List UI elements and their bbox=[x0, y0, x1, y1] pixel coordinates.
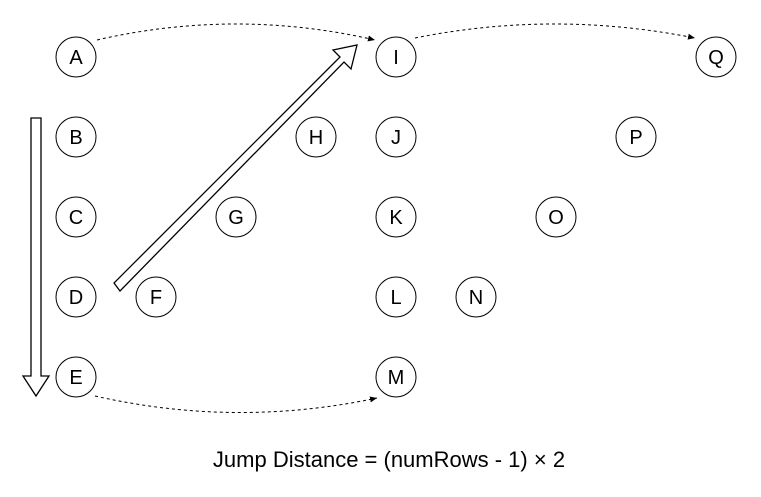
node-o: O bbox=[535, 196, 577, 238]
node-n: N bbox=[455, 276, 497, 318]
node-circle bbox=[375, 196, 417, 238]
node-label: P bbox=[629, 127, 642, 149]
node-l: L bbox=[375, 276, 417, 318]
node-label: M bbox=[388, 367, 405, 389]
node-label: K bbox=[389, 207, 403, 229]
node-label: N bbox=[469, 287, 483, 309]
node-c: C bbox=[55, 196, 97, 238]
node-circle bbox=[375, 356, 417, 398]
node-label: O bbox=[548, 207, 564, 229]
node-circle bbox=[375, 116, 417, 158]
node-circle bbox=[455, 276, 497, 318]
node-circle bbox=[215, 196, 257, 238]
node-label: L bbox=[390, 287, 401, 309]
node-label: B bbox=[69, 127, 82, 149]
node-circle bbox=[55, 36, 97, 78]
jump-arrow-a-to-i bbox=[96, 23, 376, 42]
node-circle bbox=[55, 116, 97, 158]
node-h: H bbox=[295, 116, 337, 158]
down-arrow-icon bbox=[21, 117, 51, 398]
jump-distance-formula: Jump Distance = (numRows - 1) × 2 bbox=[213, 447, 565, 472]
node-label: D bbox=[69, 287, 83, 309]
node-a: A bbox=[55, 36, 97, 78]
jump-arrow-i-to-q bbox=[414, 23, 696, 40]
node-label: H bbox=[309, 127, 323, 149]
nodes-layer: A B C D E F G H I J K L M N O P Q bbox=[55, 36, 737, 398]
node-d: D bbox=[55, 276, 97, 318]
node-i: I bbox=[375, 36, 417, 78]
node-f: F bbox=[135, 276, 177, 318]
node-label: G bbox=[228, 207, 244, 229]
node-k: K bbox=[375, 196, 417, 238]
node-label: Q bbox=[708, 47, 724, 69]
node-q: Q bbox=[695, 36, 737, 78]
node-b: B bbox=[55, 116, 97, 158]
node-label: J bbox=[391, 127, 401, 149]
node-circle bbox=[55, 276, 97, 318]
jump-arrow-e-to-m bbox=[94, 395, 378, 414]
node-label: F bbox=[150, 287, 162, 309]
node-label: E bbox=[69, 367, 82, 389]
node-circle bbox=[615, 116, 657, 158]
node-circle bbox=[55, 196, 97, 238]
node-label: A bbox=[69, 47, 83, 69]
node-label: I bbox=[393, 47, 399, 69]
node-label: C bbox=[69, 207, 83, 229]
node-j: J bbox=[375, 116, 417, 158]
node-circle bbox=[535, 196, 577, 238]
diagonal-up-arrow-icon bbox=[113, 44, 358, 292]
node-e: E bbox=[55, 356, 97, 398]
node-circle bbox=[375, 36, 417, 78]
node-g: G bbox=[215, 196, 257, 238]
node-m: M bbox=[375, 356, 417, 398]
node-circle bbox=[135, 276, 177, 318]
node-p: P bbox=[615, 116, 657, 158]
node-circle bbox=[295, 116, 337, 158]
node-circle bbox=[375, 276, 417, 318]
node-circle bbox=[695, 36, 737, 78]
node-circle bbox=[55, 356, 97, 398]
